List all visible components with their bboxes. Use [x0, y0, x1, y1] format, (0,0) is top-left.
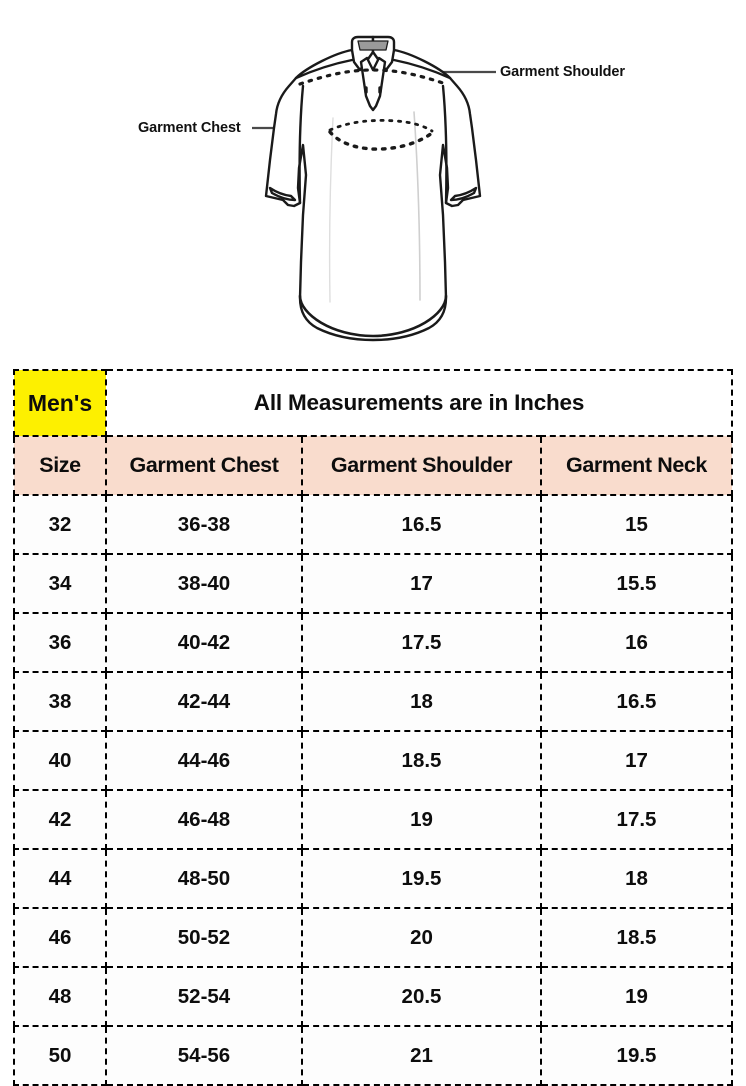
cell-size: 36: [13, 612, 107, 673]
table-row: 36 40-42 17.5 16: [13, 612, 733, 673]
size-chart-body: Men's All Measurements are in Inches Siz…: [13, 369, 733, 1086]
cell-size: 38: [13, 671, 107, 732]
table-row: 40 44-46 18.5 17: [13, 730, 733, 791]
collar-inner-shade: [357, 40, 389, 51]
table-row: 50 54-56 21 19.5: [13, 1025, 733, 1086]
table-row: 38 42-44 18 16.5: [13, 671, 733, 732]
chest-measure-dotted-top: [328, 119, 434, 133]
cell-shoulder: 20: [301, 907, 542, 968]
cell-shoulder: 16.5: [301, 494, 542, 555]
cell-chest: 42-44: [105, 671, 303, 732]
table-row: 42 46-48 19 17.5: [13, 789, 733, 850]
table-row: 48 52-54 20.5 19: [13, 966, 733, 1027]
table-header-row: Size Garment Chest Garment Shoulder Garm…: [13, 435, 733, 496]
cell-shoulder: 20.5: [301, 966, 542, 1027]
cell-neck: 17: [540, 730, 733, 791]
cell-neck: 19.5: [540, 1025, 733, 1086]
cell-shoulder: 17.5: [301, 612, 542, 673]
cell-size: 40: [13, 730, 107, 791]
table-row: 44 48-50 19.5 18: [13, 848, 733, 909]
column-header-garment-shoulder: Garment Shoulder: [301, 435, 542, 496]
cell-chest: 48-50: [105, 848, 303, 909]
cell-chest: 40-42: [105, 612, 303, 673]
cell-size: 42: [13, 789, 107, 850]
units-note-cell: All Measurements are in Inches: [105, 369, 733, 437]
column-header-garment-chest: Garment Chest: [105, 435, 303, 496]
column-header-garment-neck: Garment Neck: [540, 435, 733, 496]
placket-dots: [364, 86, 382, 94]
cell-size: 34: [13, 553, 107, 614]
callout-label-garment-chest: Garment Chest: [138, 120, 241, 136]
garment-illustration: Garment Chest Garment Shoulder: [0, 0, 746, 360]
cell-chest: 50-52: [105, 907, 303, 968]
kurta-line-drawing: [252, 35, 496, 342]
cell-chest: 46-48: [105, 789, 303, 850]
cell-shoulder: 17: [301, 553, 542, 614]
cell-size: 32: [13, 494, 107, 555]
size-chart-table: Men's All Measurements are in Inches Siz…: [13, 369, 733, 1086]
cell-chest: 44-46: [105, 730, 303, 791]
cell-shoulder: 19: [301, 789, 542, 850]
table-row: 46 50-52 20 18.5: [13, 907, 733, 968]
cell-neck: 18: [540, 848, 733, 909]
cell-neck: 18.5: [540, 907, 733, 968]
cell-shoulder: 21: [301, 1025, 542, 1086]
cell-shoulder: 18.5: [301, 730, 542, 791]
callout-label-garment-shoulder: Garment Shoulder: [500, 64, 625, 80]
cell-shoulder: 19.5: [301, 848, 542, 909]
cell-neck: 19: [540, 966, 733, 1027]
shoulder-measure-dotted: [298, 68, 448, 86]
cell-size: 46: [13, 907, 107, 968]
table-row: 34 38-40 17 15.5: [13, 553, 733, 614]
cell-size: 44: [13, 848, 107, 909]
cell-chest: 36-38: [105, 494, 303, 555]
cell-chest: 38-40: [105, 553, 303, 614]
cell-neck: 16: [540, 612, 733, 673]
cell-shoulder: 18: [301, 671, 542, 732]
kurta-body-outline: [264, 35, 482, 342]
cell-size: 50: [13, 1025, 107, 1086]
chest-measure-dotted-bottom: [328, 130, 434, 151]
cell-neck: 17.5: [540, 789, 733, 850]
brand-cell: Men's: [13, 369, 107, 437]
table-row: 32 36-38 16.5 15: [13, 494, 733, 555]
cell-neck: 15.5: [540, 553, 733, 614]
size-chart-container: Men's All Measurements are in Inches Siz…: [13, 369, 733, 1086]
cell-neck: 15: [540, 494, 733, 555]
cell-chest: 54-56: [105, 1025, 303, 1086]
cell-chest: 52-54: [105, 966, 303, 1027]
column-header-size: Size: [13, 435, 107, 496]
table-title-row: Men's All Measurements are in Inches: [13, 369, 733, 437]
cell-size: 48: [13, 966, 107, 1027]
cell-neck: 16.5: [540, 671, 733, 732]
